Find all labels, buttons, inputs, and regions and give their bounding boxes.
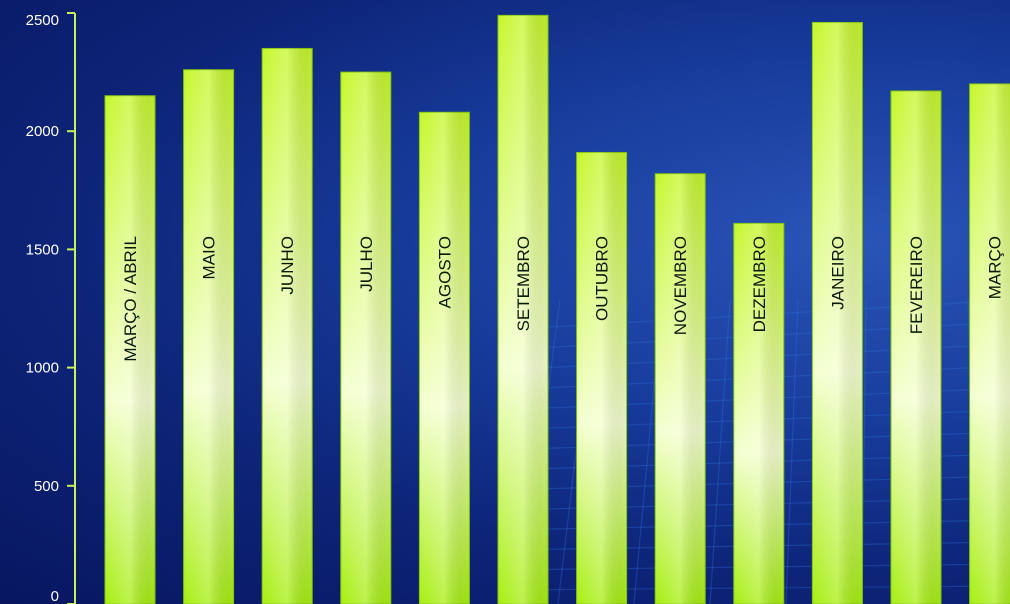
y-tick-label: 500 (34, 478, 59, 495)
bar-group: JANEIRO (811, 21, 863, 604)
bar-group: JUNHO (261, 47, 313, 604)
background-grid-line (709, 299, 731, 604)
category-label: MARÇO (986, 236, 1005, 299)
bar-shine (576, 152, 627, 604)
bar-group: OUTUBRO (576, 151, 628, 604)
bar-shine (340, 72, 391, 604)
category-label: MAIO (200, 236, 219, 279)
bar-shine (183, 69, 234, 604)
bar-group: JULHO (340, 71, 392, 604)
y-tick-label: 2500 (26, 12, 59, 29)
category-label: JANEIRO (828, 236, 847, 310)
category-label: SETEMBRO (514, 236, 533, 331)
y-axis: 0 500 1000 1500 2000 2500 (26, 12, 76, 604)
bar-shine (419, 112, 470, 604)
category-label: AGOSTO (435, 236, 454, 308)
bar-group: MAIO (183, 69, 235, 604)
bar-shine (105, 95, 155, 604)
category-label: NOVEMBRO (671, 236, 690, 335)
bar-shine (891, 91, 941, 604)
bar-shine (498, 15, 548, 604)
category-label: JULHO (357, 236, 376, 292)
category-label: FEVEREIRO (907, 236, 926, 334)
bar-group: MARÇO (969, 83, 1010, 604)
bar-group: MARÇO / ABRIL (104, 95, 156, 604)
bar-shine (262, 48, 313, 604)
bar-group: NOVEMBRO (654, 173, 706, 604)
y-tick-label: 2000 (26, 123, 59, 140)
bar-shine (655, 173, 706, 604)
background-grid-line (785, 299, 799, 604)
bar-group: AGOSTO (418, 111, 470, 604)
category-label: MARÇO / ABRIL (121, 236, 140, 362)
category-label: OUTUBRO (593, 236, 612, 321)
category-label: DEZEMBRO (750, 236, 769, 332)
y-tick-label: 0 (51, 588, 59, 604)
category-label: JUNHO (278, 236, 297, 295)
bars: MARÇO / ABRIL MAIO JUNHO JULHO AGOSTO SETEMBR… (104, 14, 1010, 604)
bar-shine (969, 83, 1010, 604)
y-tick-label: 1000 (26, 360, 59, 377)
bar-shine (733, 223, 784, 604)
bar-shine (812, 22, 863, 604)
bar-group: DEZEMBRO (733, 222, 785, 604)
y-tick-label: 1500 (26, 241, 59, 258)
bar-group: SETEMBRO (497, 14, 549, 604)
bar-group: FEVEREIRO (890, 90, 942, 604)
